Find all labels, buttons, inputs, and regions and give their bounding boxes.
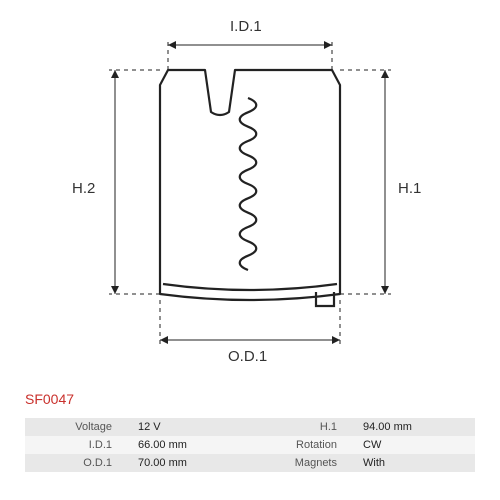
label-id1: I.D.1 — [230, 18, 262, 35]
spec-val: 94.00 mm — [345, 418, 475, 436]
spec-key: Voltage — [25, 418, 120, 436]
spec-key: I.D.1 — [25, 436, 120, 454]
spec-key: Magnets — [250, 454, 345, 472]
part-code: SF0047 — [25, 391, 74, 407]
spec-val: 66.00 mm — [120, 436, 250, 454]
label-h2: H.2 — [72, 180, 95, 197]
spec-val: 12 V — [120, 418, 250, 436]
spec-val: CW — [345, 436, 475, 454]
label-od1: O.D.1 — [228, 348, 267, 365]
spec-val: 70.00 mm — [120, 454, 250, 472]
label-h1: H.1 — [398, 180, 421, 197]
table-row: I.D.166.00 mmRotationCW — [25, 436, 475, 454]
spec-key: Rotation — [250, 436, 345, 454]
spec-key: H.1 — [250, 418, 345, 436]
spec-val: With — [345, 454, 475, 472]
table-row: O.D.170.00 mmMagnetsWith — [25, 454, 475, 472]
table-row: Voltage12 VH.194.00 mm — [25, 418, 475, 436]
technical-drawing: I.D.1 O.D.1 H.2 H.1 — [30, 10, 470, 380]
spec-key: O.D.1 — [25, 454, 120, 472]
spec-table: Voltage12 VH.194.00 mmI.D.166.00 mmRotat… — [25, 418, 475, 472]
